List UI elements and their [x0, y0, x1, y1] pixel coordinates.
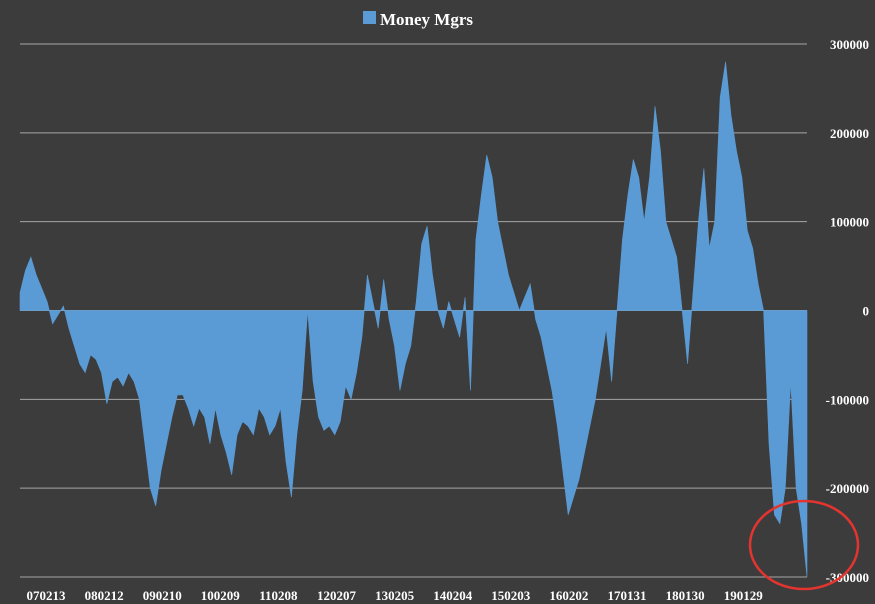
- x-tick-label: 140204: [433, 588, 473, 603]
- x-tick-label: 110208: [259, 588, 298, 603]
- legend-label: Money Mgrs: [380, 10, 473, 29]
- x-tick-label: 080212: [85, 588, 124, 603]
- x-tick-label: 100209: [201, 588, 241, 603]
- legend: Money Mgrs: [363, 10, 473, 29]
- y-tick-label: 200000: [830, 126, 869, 141]
- x-tick-label: 070213: [27, 588, 67, 603]
- x-tick-label: 120207: [317, 588, 357, 603]
- annotation-layer: [748, 499, 860, 591]
- y-tick-label: 0: [863, 304, 870, 319]
- y-tick-label: 100000: [830, 215, 869, 230]
- x-tick-label: 130205: [375, 588, 415, 603]
- x-axis: 070213 080212 090210 100209 110208 120207 1302…: [27, 588, 764, 603]
- y-tick-label: 300000: [830, 37, 869, 52]
- x-tick-label: 170131: [608, 588, 647, 603]
- x-tick-label: 190129: [724, 588, 764, 603]
- y-tick-label: -100000: [826, 392, 869, 407]
- y-tick-label: -200000: [826, 481, 869, 496]
- x-tick-label: 160202: [549, 588, 588, 603]
- x-tick-label: 090210: [143, 588, 182, 603]
- series-layer: [19, 61, 808, 578]
- annotation-circle: [748, 499, 860, 591]
- x-tick-label: 180130: [666, 588, 705, 603]
- x-tick-label: 150203: [491, 588, 531, 603]
- series-area-0: [19, 61, 808, 578]
- legend-swatch: [363, 11, 376, 24]
